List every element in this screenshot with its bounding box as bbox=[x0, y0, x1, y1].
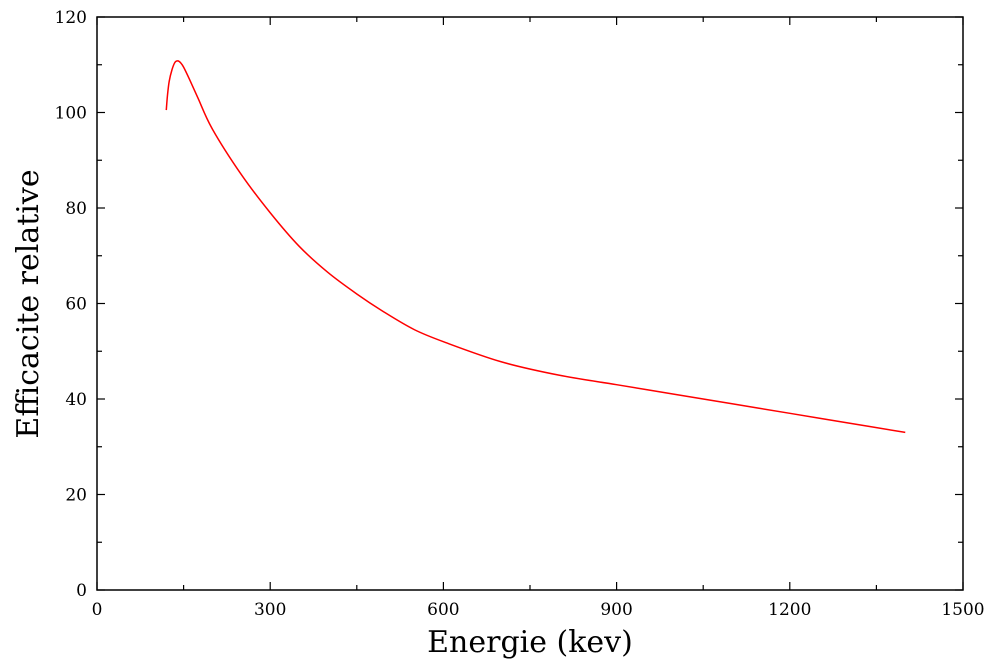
series-layer bbox=[165, 60, 906, 434]
x-tick-label: 900 bbox=[600, 600, 632, 620]
y-tick-label: 0 bbox=[76, 581, 87, 601]
x-tick-label: 1200 bbox=[768, 600, 811, 620]
series-line bbox=[165, 60, 906, 434]
y-tick-label: 80 bbox=[65, 199, 87, 219]
y-tick-label: 40 bbox=[65, 390, 87, 410]
y-tick-label: 20 bbox=[65, 486, 87, 506]
y-axis-title: Efficacite relative bbox=[11, 169, 46, 438]
x-axis-title: Energie (kev) bbox=[427, 625, 633, 660]
x-tick-label: 1500 bbox=[941, 600, 984, 620]
axes: 0 300 600 900 1200 1500 0 20 40 60 80 100 120 bbox=[55, 8, 985, 620]
y-tick-label: 120 bbox=[55, 8, 87, 28]
y-tick-label: 60 bbox=[65, 295, 87, 315]
x-tick-label: 600 bbox=[427, 600, 459, 620]
x-tick-label: 300 bbox=[254, 600, 286, 620]
labels-layer: Energie (kev) Efficacite relative bbox=[11, 169, 633, 660]
x-tick-label: 0 bbox=[92, 600, 103, 620]
plot-frame bbox=[96, 16, 964, 591]
y-tick-label: 100 bbox=[55, 104, 87, 124]
